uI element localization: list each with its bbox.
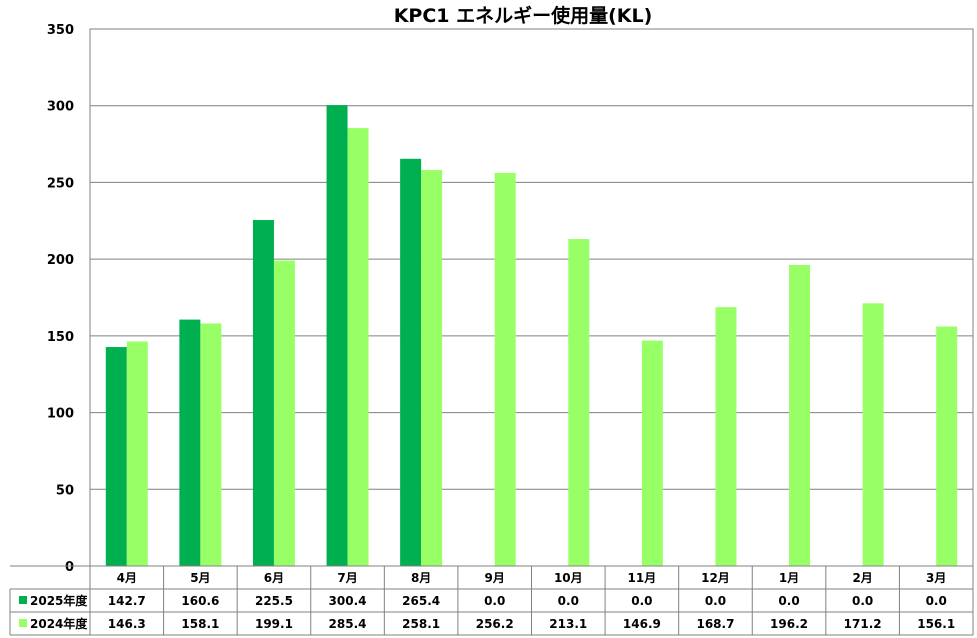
bar-2025-4 — [400, 158, 422, 566]
bar-2025-1 — [179, 319, 201, 566]
y-tick-label: 50 — [56, 483, 74, 498]
table-cell-value: 213.1 — [549, 617, 587, 631]
y-tick-label: 200 — [47, 253, 74, 268]
table-cell-value: 158.1 — [181, 617, 219, 631]
table-cell-value: 199.1 — [255, 617, 293, 631]
bar-2025-0 — [105, 347, 127, 566]
gridlines — [90, 28, 973, 567]
table-cell-value: 0.0 — [705, 594, 726, 608]
bar-2024-0 — [126, 341, 148, 566]
bar-2024-5 — [494, 172, 516, 566]
y-tick-label: 150 — [47, 330, 74, 345]
plot-frame — [89, 28, 974, 567]
bar-2024-1 — [200, 323, 222, 566]
y-axis-ticks: 0 50 100 150 200 250 300 350 — [47, 23, 74, 575]
chart-title: KPC1 エネルギー使用量(KL) — [394, 5, 653, 27]
bar-2024-11 — [936, 326, 958, 566]
bars — [105, 105, 958, 567]
table-cell-value: 256.2 — [476, 617, 514, 631]
bar-2024-6 — [568, 239, 590, 567]
legend-label: 2025年度 — [30, 593, 88, 608]
table-cell-value: 300.4 — [329, 594, 367, 608]
x-category-label: 10月 — [554, 571, 583, 585]
bar-2025-2 — [252, 220, 274, 567]
x-category-label: 11月 — [628, 571, 657, 585]
x-category-label: 7月 — [337, 571, 357, 585]
x-category-label: 3月 — [926, 571, 946, 585]
table-cell-value: 146.3 — [108, 617, 146, 631]
y-tick-label: 250 — [47, 176, 74, 191]
x-category-label: 1月 — [779, 571, 799, 585]
table-cell-value: 265.4 — [402, 594, 440, 608]
table-cell-value: 142.7 — [108, 594, 146, 608]
y-tick-label: 350 — [47, 23, 74, 38]
x-category-label: 12月 — [701, 571, 730, 585]
bar-2025-3 — [326, 105, 348, 566]
legend-label: 2024年度 — [30, 616, 88, 631]
table-cell-value: 168.7 — [696, 617, 734, 631]
x-category-label: 9月 — [485, 571, 505, 585]
bar-2024-2 — [273, 260, 295, 566]
table-cell-value: 0.0 — [631, 594, 652, 608]
table-cell-value: 156.1 — [917, 617, 955, 631]
y-tick-label: 300 — [47, 100, 74, 115]
y-tick-label: 0 — [65, 560, 74, 575]
table-cell-value: 285.4 — [329, 617, 367, 631]
bar-2024-9 — [789, 264, 811, 566]
x-category-label: 5月 — [190, 571, 210, 585]
table-cell-value: 0.0 — [852, 594, 873, 608]
table-cell-value: 0.0 — [484, 594, 505, 608]
x-category-label: 2月 — [852, 571, 872, 585]
table-cell-value: 196.2 — [770, 617, 808, 631]
table-cell-value: 171.2 — [844, 617, 882, 631]
y-tick-label: 100 — [47, 407, 74, 422]
x-category-label: 6月 — [264, 571, 284, 585]
table-cell-value: 225.5 — [255, 594, 293, 608]
table-cell-value: 258.1 — [402, 617, 440, 631]
bar-2024-3 — [347, 128, 369, 566]
table-cell-value: 0.0 — [558, 594, 579, 608]
bar-2024-10 — [862, 303, 884, 566]
table-cell-value: 0.0 — [778, 594, 799, 608]
bar-2024-4 — [421, 170, 443, 566]
x-category-label: 8月 — [411, 571, 431, 585]
legend-swatch-2025 — [19, 596, 27, 604]
table-cell-value: 160.6 — [181, 594, 219, 608]
table-cell-value: 0.0 — [926, 594, 947, 608]
bar-2024-8 — [715, 307, 737, 566]
bar-2024-7 — [641, 340, 663, 566]
legend-swatch-2024 — [19, 619, 27, 627]
table-cell-value: 146.9 — [623, 617, 661, 631]
data-table: 4月 5月 6月 7月 8月 9月 10月 11月 12月 1月 2月 3月 2025年度 142.7 16… — [9, 565, 974, 636]
x-category-label: 4月 — [117, 571, 137, 585]
